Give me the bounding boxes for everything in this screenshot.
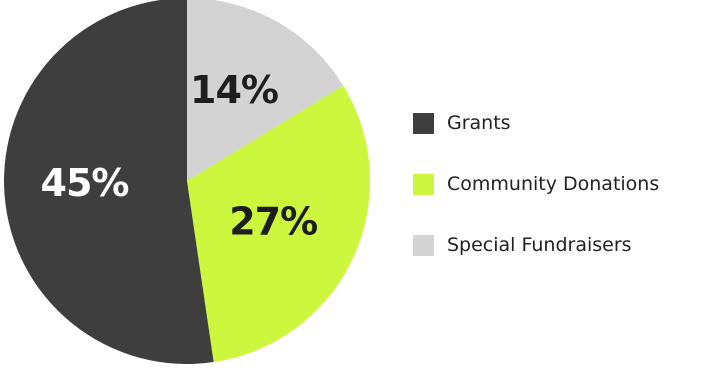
- legend-item-special-fundraisers: Special Fundraisers: [413, 230, 659, 260]
- legend-swatch-grants: [413, 112, 434, 134]
- pie-slice-label-special-fundraisers: 14%: [190, 68, 278, 112]
- legend-label-grants: Grants: [447, 112, 511, 134]
- legend: Grants Community Donations Special Fundr…: [413, 108, 659, 291]
- legend-swatch-special-fundraisers: [413, 234, 434, 256]
- legend-item-community-donations: Community Donations: [413, 169, 659, 199]
- pie-slice-label-community-donations: 27%: [229, 199, 317, 243]
- legend-label-community-donations: Community Donations: [447, 173, 660, 195]
- pie-slice-label-grants: 45%: [41, 161, 129, 205]
- pie-slice-labels: 14% 27% 45%: [41, 68, 319, 243]
- pie-slice-grants: [4, 0, 214, 364]
- legend-swatch-community-donations: [413, 173, 434, 195]
- legend-label-special-fundraisers: Special Fundraisers: [447, 234, 632, 256]
- legend-item-grants: Grants: [413, 108, 659, 138]
- pie-slice-community-donations: [187, 85, 371, 363]
- pie-slices: [4, 0, 371, 364]
- pie-slice-special-fundraisers: [187, 0, 344, 181]
- pie-chart: 14% 27% 45%: [4, 0, 371, 364]
